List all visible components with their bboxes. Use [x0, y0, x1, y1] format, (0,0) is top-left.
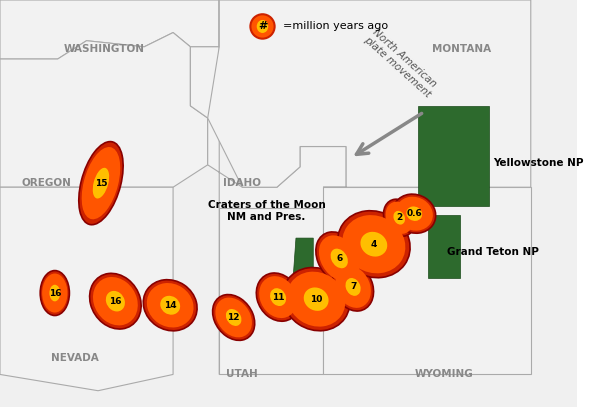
Ellipse shape: [331, 249, 348, 268]
Ellipse shape: [106, 291, 125, 311]
Text: =million years ago: =million years ago: [283, 22, 388, 31]
Ellipse shape: [394, 211, 405, 225]
Ellipse shape: [335, 266, 371, 308]
Ellipse shape: [42, 274, 68, 313]
Ellipse shape: [256, 273, 300, 321]
Ellipse shape: [270, 288, 286, 306]
Text: 14: 14: [164, 301, 176, 310]
Text: 7: 7: [350, 282, 356, 291]
Text: WASHINGTON: WASHINGTON: [64, 44, 145, 54]
Polygon shape: [0, 0, 219, 59]
Text: #: #: [258, 22, 267, 31]
Ellipse shape: [287, 271, 346, 327]
Polygon shape: [293, 238, 313, 285]
Text: 0.6: 0.6: [406, 209, 422, 218]
Polygon shape: [418, 106, 489, 206]
Ellipse shape: [160, 296, 180, 315]
Polygon shape: [208, 0, 531, 187]
Text: 16: 16: [109, 297, 122, 306]
Ellipse shape: [361, 232, 387, 256]
Ellipse shape: [395, 197, 433, 231]
Ellipse shape: [319, 235, 359, 282]
Polygon shape: [190, 0, 346, 374]
Ellipse shape: [226, 309, 241, 326]
Text: Yellowstone NP: Yellowstone NP: [493, 158, 584, 168]
FancyBboxPatch shape: [0, 0, 577, 407]
Text: 12: 12: [227, 313, 240, 322]
Ellipse shape: [386, 201, 413, 234]
Ellipse shape: [250, 14, 275, 39]
Ellipse shape: [343, 215, 406, 274]
Text: 11: 11: [272, 293, 284, 302]
Ellipse shape: [332, 263, 374, 311]
Ellipse shape: [383, 199, 415, 236]
Ellipse shape: [93, 168, 109, 199]
Polygon shape: [0, 33, 208, 187]
Ellipse shape: [257, 20, 268, 33]
Ellipse shape: [393, 194, 436, 233]
Ellipse shape: [82, 147, 120, 219]
Polygon shape: [0, 187, 173, 391]
Ellipse shape: [79, 142, 123, 225]
Ellipse shape: [147, 283, 194, 328]
Ellipse shape: [338, 211, 410, 278]
Text: Grand Teton NP: Grand Teton NP: [447, 247, 539, 257]
Ellipse shape: [89, 274, 141, 329]
Text: NEVADA: NEVADA: [51, 353, 99, 363]
Ellipse shape: [406, 206, 422, 221]
Polygon shape: [323, 187, 531, 374]
Ellipse shape: [283, 267, 350, 331]
Ellipse shape: [143, 280, 197, 331]
Ellipse shape: [304, 287, 329, 311]
Polygon shape: [428, 215, 460, 278]
Text: 6: 6: [336, 254, 343, 263]
Ellipse shape: [316, 232, 362, 285]
Text: OREGON: OREGON: [21, 178, 71, 188]
Ellipse shape: [259, 276, 297, 318]
Ellipse shape: [49, 285, 60, 301]
Text: MONTANA: MONTANA: [432, 44, 491, 54]
Text: 4: 4: [371, 240, 377, 249]
Text: 15: 15: [95, 179, 107, 188]
Text: 2: 2: [396, 213, 403, 222]
Ellipse shape: [346, 278, 361, 296]
Text: 16: 16: [49, 289, 61, 298]
Text: North American
plate movement: North American plate movement: [362, 26, 440, 100]
Ellipse shape: [215, 298, 252, 337]
Text: WYOMING: WYOMING: [415, 370, 473, 379]
Polygon shape: [219, 208, 323, 374]
Text: IDAHO: IDAHO: [223, 178, 262, 188]
Text: 10: 10: [310, 295, 322, 304]
Ellipse shape: [212, 295, 255, 340]
Text: Craters of the Moon
NM and Pres.: Craters of the Moon NM and Pres.: [208, 200, 325, 222]
Text: UTAH: UTAH: [226, 370, 258, 379]
Ellipse shape: [40, 271, 70, 315]
Ellipse shape: [93, 277, 138, 325]
